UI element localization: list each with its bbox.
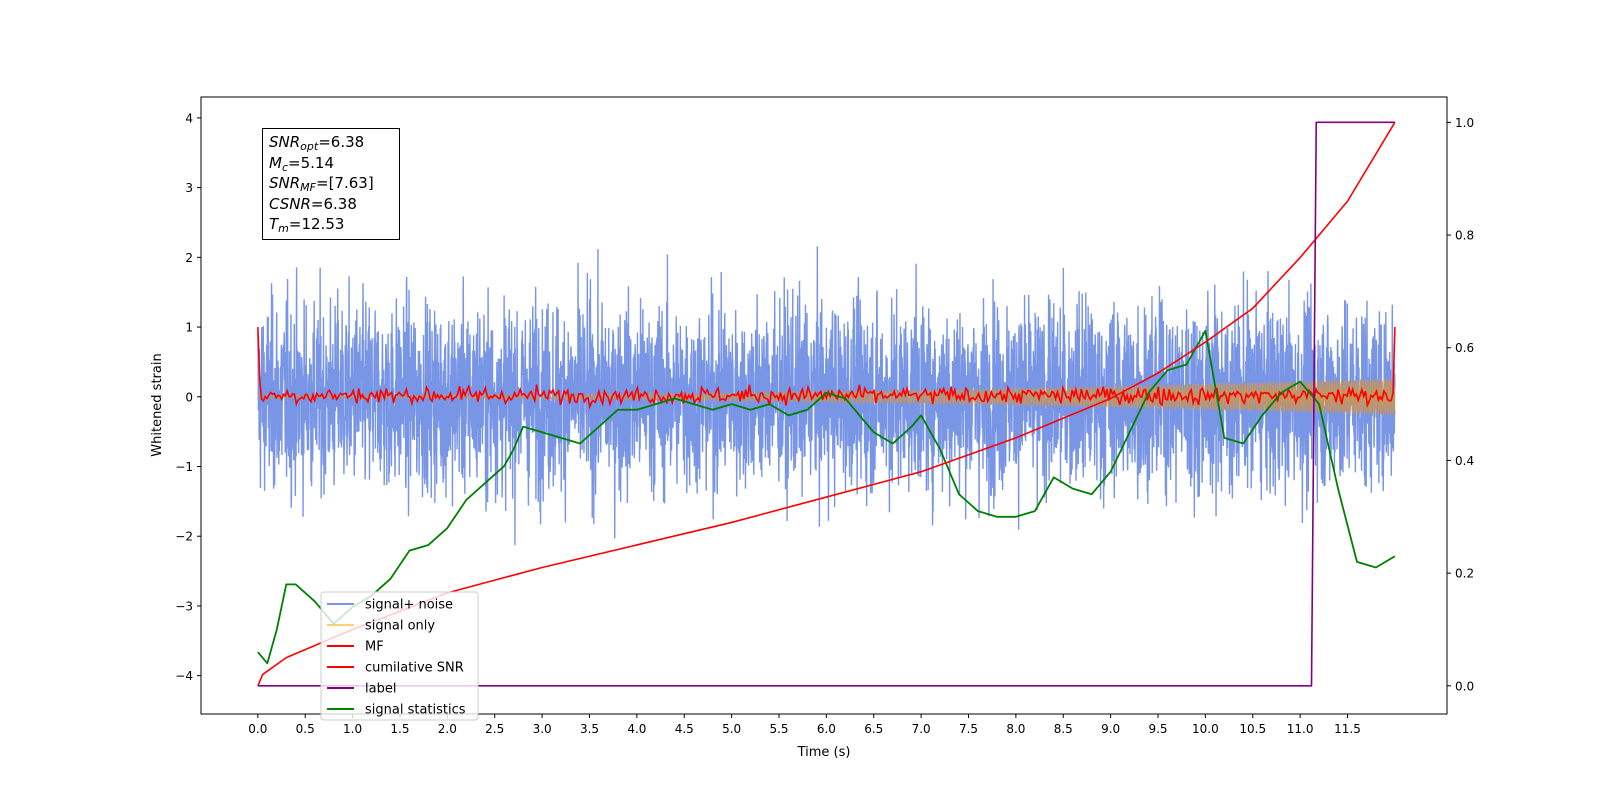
y-left-tick-label: −3 bbox=[175, 599, 193, 613]
snr-mf-subscript: MF bbox=[300, 181, 316, 194]
x-tick-label: 10.0 bbox=[1192, 722, 1219, 736]
x-tick-label: 7.0 bbox=[912, 722, 931, 736]
y-axis-right: 1.0 0.8 0.6 0.4 0.2 0.0 bbox=[1447, 116, 1474, 693]
tm-subscript: m bbox=[278, 222, 289, 235]
x-tick-label: 6.5 bbox=[864, 722, 883, 736]
snr-mf-value: =[7.63] bbox=[316, 174, 374, 192]
mc-symbol: M bbox=[269, 153, 282, 172]
csnr-value: =6.38 bbox=[310, 194, 357, 213]
signal-statistics-line bbox=[257, 329, 1396, 665]
x-tick-label: 7.5 bbox=[959, 722, 978, 736]
y-right-tick-label: 0.6 bbox=[1455, 341, 1474, 355]
x-tick-label: 2.0 bbox=[438, 722, 457, 736]
x-tick-label: 4.0 bbox=[627, 722, 646, 736]
legend-label: label bbox=[365, 682, 396, 697]
x-tick-label: 11.5 bbox=[1334, 722, 1361, 736]
mc-line: Mc=5.14 bbox=[269, 153, 393, 174]
snr-opt-value: =6.38 bbox=[318, 133, 365, 151]
tm-line: Tm=12.53 bbox=[269, 214, 393, 235]
x-tick-label: 8.0 bbox=[1006, 722, 1025, 736]
x-tick-label: 8.5 bbox=[1054, 722, 1073, 736]
y-left-tick-label: 1 bbox=[185, 321, 193, 335]
x-tick-label: 5.0 bbox=[722, 722, 741, 736]
snr-opt-line: SNRopt=6.38 bbox=[269, 132, 393, 153]
plot-frame bbox=[200, 96, 1448, 715]
y-right-tick-label: 0.8 bbox=[1455, 229, 1474, 243]
mf-series bbox=[257, 327, 1396, 410]
y-left-tick-label: −2 bbox=[175, 530, 193, 544]
x-tick-label: 3.5 bbox=[580, 722, 599, 736]
x-tick-label: 4.5 bbox=[675, 722, 694, 736]
y-left-tick-label: 4 bbox=[185, 111, 193, 125]
y-right-tick-label: 0.2 bbox=[1455, 567, 1474, 581]
y-left-tick-label: 0 bbox=[185, 390, 193, 404]
legend-label: cumilative SNR bbox=[365, 661, 464, 676]
y-right-tick-label: 0.4 bbox=[1455, 454, 1474, 468]
y-left-tick-label: −1 bbox=[175, 460, 193, 474]
legend-frame bbox=[320, 591, 479, 721]
x-tick-label: 10.5 bbox=[1239, 722, 1266, 736]
y-left-tick-label: −4 bbox=[175, 669, 193, 683]
snr-opt-symbol: SNR bbox=[269, 133, 301, 151]
x-tick-label: 9.0 bbox=[1101, 722, 1120, 736]
signal-statistics-series bbox=[257, 329, 1396, 665]
mc-subscript: c bbox=[281, 160, 289, 174]
x-axis: 0.0 0.5 1.0 1.5 2.0 2.5 3.0 3.5 4.0 4.5 5.0 5.5 6.0 6… bbox=[248, 714, 1361, 736]
label-series bbox=[257, 121, 1395, 687]
legend-label: signal statistics bbox=[365, 703, 466, 718]
x-axis-label: Time (s) bbox=[797, 745, 851, 760]
legend: signal+ noise signal only MF cumilative SNR… bbox=[320, 591, 479, 721]
legend-label: signal only bbox=[365, 619, 435, 634]
y-right-tick-label: 0.0 bbox=[1455, 679, 1474, 693]
csnr-line: CSNR=6.38 bbox=[269, 194, 393, 215]
mf-line bbox=[257, 327, 1396, 410]
x-tick-label: 2.5 bbox=[485, 722, 504, 736]
x-tick-label: 0.0 bbox=[248, 722, 267, 736]
mc-value: =5.14 bbox=[288, 153, 334, 172]
legend-label: signal+ noise bbox=[365, 598, 453, 613]
csnr-symbol: CSNR bbox=[269, 194, 311, 213]
x-tick-label: 0.5 bbox=[296, 722, 315, 736]
x-tick-label: 9.5 bbox=[1148, 722, 1167, 736]
x-tick-label: 1.5 bbox=[390, 722, 409, 736]
y-axis-label: Whitened strain bbox=[150, 353, 165, 456]
x-tick-label: 11.0 bbox=[1287, 722, 1314, 736]
annotation-box: SNRopt=6.38 Mc=5.14 SNRMF=[7.63] CSNR=6.… bbox=[262, 128, 400, 240]
label-line bbox=[257, 121, 1395, 687]
x-tick-label: 6.0 bbox=[817, 722, 836, 736]
x-tick-label: 1.0 bbox=[343, 722, 362, 736]
tm-symbol: T bbox=[269, 215, 279, 233]
x-tick-label: 3.0 bbox=[533, 722, 552, 736]
snr-mf-line: SNRMF=[7.63] bbox=[269, 173, 393, 194]
snr-opt-subscript: opt bbox=[300, 140, 319, 153]
legend-label: MF bbox=[365, 640, 384, 655]
snr-mf-symbol: SNR bbox=[269, 174, 301, 192]
y-left-tick-label: 2 bbox=[185, 251, 193, 265]
y-axis-left: 4 3 2 1 0 −1 −2 −3 −4 bbox=[175, 111, 201, 683]
y-left-tick-label: 3 bbox=[185, 181, 193, 195]
x-tick-label: 5.5 bbox=[769, 722, 788, 736]
tm-value: =12.53 bbox=[288, 215, 345, 233]
y-right-tick-label: 1.0 bbox=[1455, 116, 1474, 130]
